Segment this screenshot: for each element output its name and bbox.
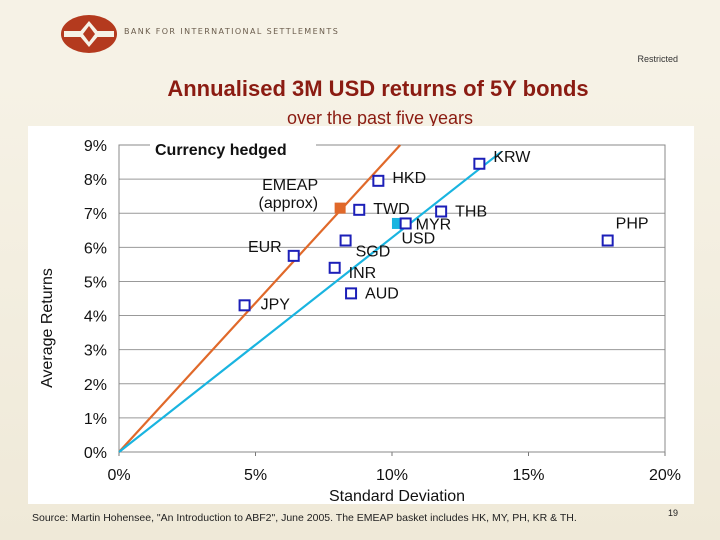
- data-point: [435, 205, 448, 218]
- data-point: [287, 249, 300, 262]
- page-number: 19: [668, 508, 679, 518]
- y-axis-label: Average Returns: [39, 268, 56, 388]
- chart-title: Currency hedged: [155, 142, 287, 159]
- point-label: SGD: [356, 244, 391, 261]
- data-point: [328, 261, 341, 274]
- point-label: HKD: [392, 170, 426, 187]
- y-tick-label: 4%: [84, 309, 107, 326]
- org-name: BANK FOR INTERNATIONAL SETTLEMENTS: [124, 27, 340, 36]
- point-label: JPY: [261, 296, 291, 313]
- point-label: KRW: [493, 149, 531, 166]
- point-label: EMEAP (approx): [259, 177, 319, 212]
- y-tick-label: 3%: [84, 343, 107, 360]
- data-point: [334, 202, 346, 214]
- y-tick-label: 1%: [84, 411, 107, 428]
- y-tick-label: 7%: [84, 206, 107, 223]
- data-point: [353, 203, 366, 216]
- point-label: USD: [401, 230, 435, 247]
- x-tick-label: 0%: [107, 467, 130, 484]
- slide-header: BANK FOR INTERNATIONAL SETTLEMENTS Restr…: [0, 0, 720, 72]
- data-point: [601, 234, 614, 247]
- data-point: [339, 234, 352, 247]
- data-point: [372, 174, 385, 187]
- x-tick-label: 5%: [244, 467, 267, 484]
- chart-title-box: [150, 136, 316, 163]
- point-label: MYR: [416, 216, 452, 233]
- source-note: Source: Martin Hohensee, "An Introductio…: [32, 512, 577, 524]
- data-point: [473, 157, 486, 170]
- slide-subtitle: over the past five years: [286, 108, 474, 128]
- series-line: [118, 150, 502, 453]
- y-tick-label: 0%: [84, 445, 107, 462]
- x-tick-label: 10%: [376, 467, 408, 484]
- point-label: AUD: [365, 285, 399, 302]
- y-tick-label: 8%: [84, 172, 107, 189]
- x-tick-label: 15%: [512, 467, 544, 484]
- x-axis-label: Standard Deviation: [329, 488, 465, 504]
- data-point: [345, 287, 358, 300]
- point-label: EUR: [248, 239, 282, 256]
- scatter-chart: 0% 1% 2% 3% 4% 5% 6% 7% 8% 9% 0% 5% 10% 15% 20% KRW HKD…: [39, 136, 681, 505]
- point-label: TWD: [373, 201, 409, 218]
- data-point: [399, 217, 412, 230]
- point-label: THB: [455, 204, 487, 221]
- y-tick-label: 6%: [84, 240, 107, 257]
- slide-title: Annualised 3M USD returns of 5Y bonds: [167, 76, 589, 101]
- y-tick-label: 2%: [84, 377, 107, 394]
- data-point: [238, 299, 251, 312]
- y-tick-label: 9%: [84, 138, 107, 155]
- point-label: PHP: [616, 216, 649, 233]
- restricted-label: Restricted: [637, 54, 678, 64]
- chart-panel: 0% 1% 2% 3% 4% 5% 6% 7% 8% 9% 0% 5% 10% 15% 20% KRW HKD…: [28, 126, 694, 505]
- y-tick-label: 5%: [84, 274, 107, 291]
- plot-frame: [118, 144, 666, 453]
- x-tick-label: 20%: [649, 467, 681, 484]
- point-label: INR: [349, 265, 377, 282]
- series-line: [118, 144, 402, 453]
- bis-logo-icon: [61, 15, 117, 53]
